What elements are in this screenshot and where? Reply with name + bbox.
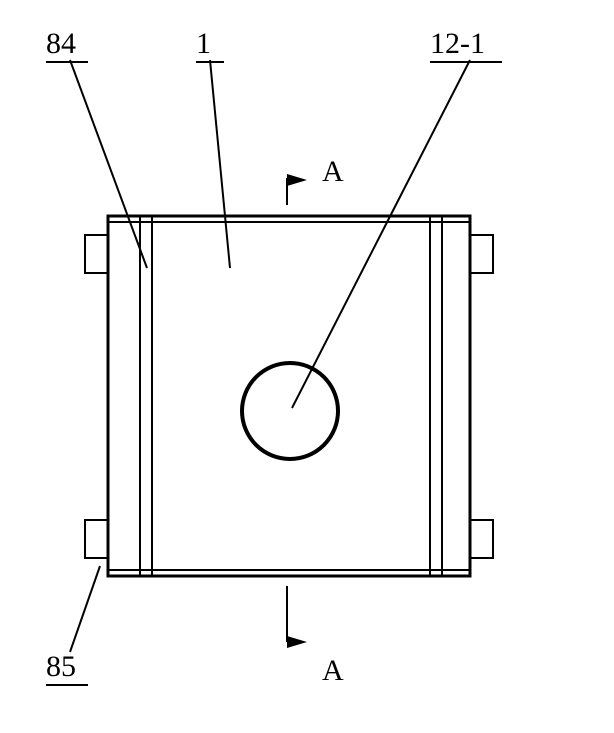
diagram-svg bbox=[0, 0, 614, 733]
label-85-box: 85 bbox=[46, 650, 88, 686]
section-label-a-top: A bbox=[322, 155, 344, 189]
section-label-a-bottom: A bbox=[322, 654, 344, 688]
label-84-box: 84 bbox=[46, 27, 88, 63]
label-1-box: 1 bbox=[196, 27, 224, 63]
label-1: 1 bbox=[196, 27, 211, 60]
label-12-1-box: 12-1 bbox=[430, 27, 502, 63]
label-84: 84 bbox=[46, 27, 76, 60]
label-85: 85 bbox=[46, 650, 76, 683]
label-12-1: 12-1 bbox=[430, 27, 485, 60]
